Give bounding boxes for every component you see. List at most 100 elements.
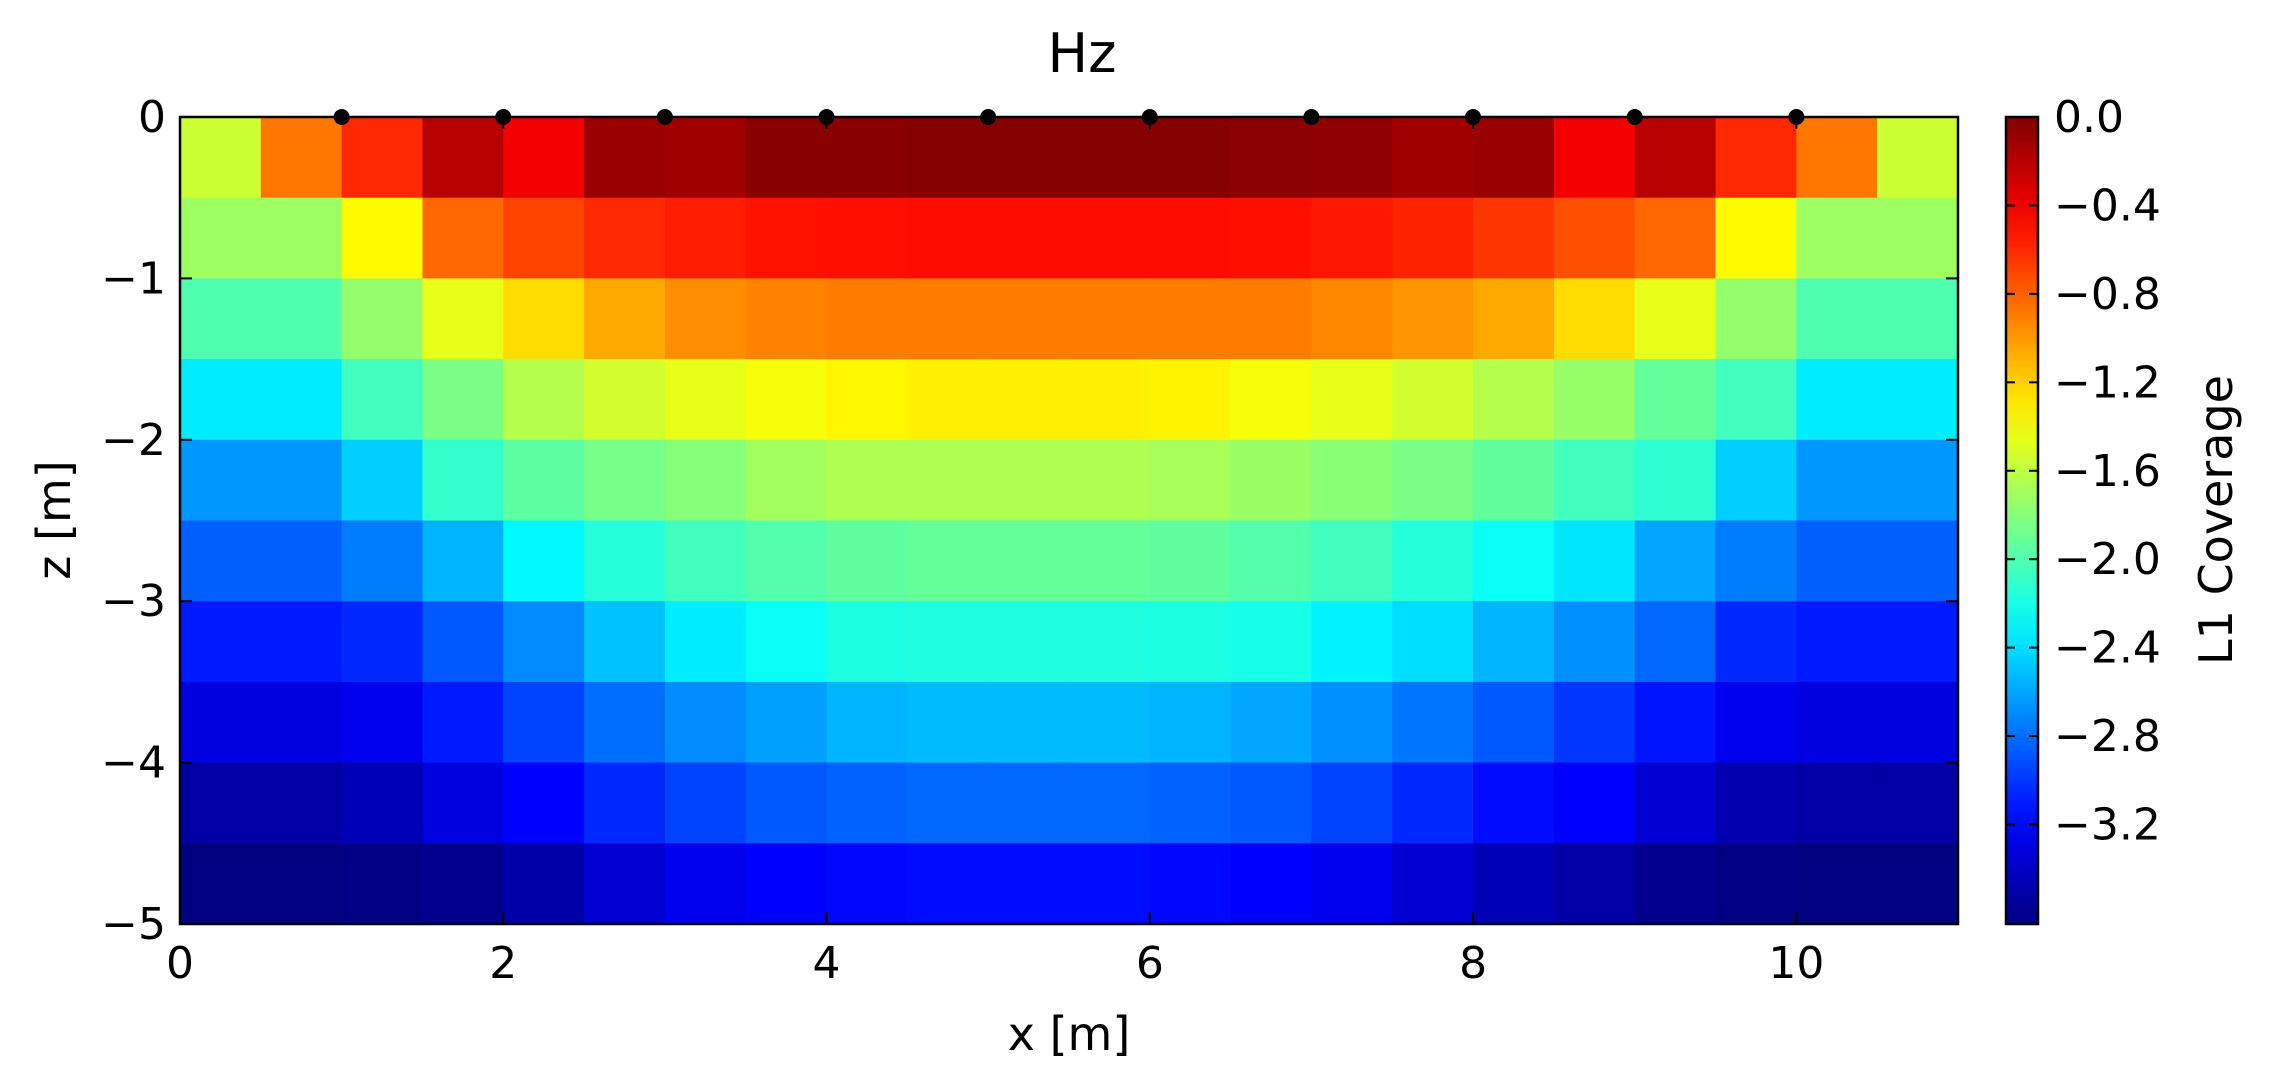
heatmap-cell <box>1392 520 1474 602</box>
heatmap-cell <box>180 278 262 360</box>
heatmap-cell <box>1634 843 1717 925</box>
heatmap-cell <box>745 601 828 683</box>
heatmap-cell <box>1069 439 1151 522</box>
heatmap-cell <box>907 278 989 360</box>
heatmap-cell <box>1392 117 1474 199</box>
x-tick-label: 10 <box>1768 938 1824 989</box>
heatmap-cell <box>1473 439 1555 522</box>
heatmap-cell <box>1392 197 1474 279</box>
heatmap-cell <box>1877 681 1959 764</box>
heatmap-cell <box>1715 359 1797 441</box>
heatmap-cell <box>422 278 504 360</box>
heatmap-cell <box>907 117 989 199</box>
heatmap-cell <box>180 439 262 522</box>
heatmap-cell <box>422 520 504 602</box>
heatmap-cell <box>584 681 666 764</box>
heatmap-cell <box>422 439 504 522</box>
heatmap-cell <box>1715 520 1797 602</box>
heatmap-cell <box>1877 278 1959 360</box>
heatmap-cell <box>988 197 1070 279</box>
heatmap-cell <box>584 278 666 360</box>
heatmap-cell <box>260 520 343 602</box>
heatmap-cell <box>907 843 989 925</box>
heatmap-cell <box>1877 520 1959 602</box>
x-axis-label: x [m] <box>1008 1007 1131 1061</box>
heatmap-cell <box>826 843 908 925</box>
heatmap-cell <box>907 197 989 279</box>
heatmap-cell <box>988 520 1070 602</box>
heatmap-cell <box>1473 278 1555 360</box>
heatmap-cell <box>988 359 1070 441</box>
heatmap-cell <box>1473 359 1555 441</box>
heatmap-cell <box>1553 601 1636 683</box>
x-axis: 0 2 4 6 8 10 <box>166 117 1824 989</box>
heatmap-cell <box>1877 601 1959 683</box>
colorbar-label: L1 Coverage <box>2189 375 2243 665</box>
y-tick-label: −3 <box>101 576 166 627</box>
colorbar-tick-label: −3.2 <box>2054 800 2161 851</box>
heatmap-cell <box>1311 359 1393 441</box>
y-tick-label: −5 <box>101 899 166 950</box>
heatmap-cell <box>745 359 828 441</box>
heatmap-cell <box>1392 439 1474 522</box>
heatmap-cell <box>260 843 343 925</box>
colorbar-frame <box>2004 115 2040 926</box>
heatmap-cell <box>988 117 1070 199</box>
heatmap-cell <box>584 439 666 522</box>
colorbar-tick-label: −1.6 <box>2054 446 2161 497</box>
heatmap-cell <box>826 762 908 844</box>
heatmap-cell <box>1149 762 1232 844</box>
heatmap-cell <box>1715 278 1797 360</box>
heatmap-cell <box>664 762 747 844</box>
y-tick-label: −1 <box>101 253 166 304</box>
heatmap-cell <box>584 843 666 925</box>
heatmap-cell <box>1877 117 1959 199</box>
heatmap-cell <box>1796 278 1878 360</box>
heatmap-cell <box>341 359 424 441</box>
heatmap-cell <box>1634 681 1717 764</box>
heatmap-cell <box>503 117 585 199</box>
heatmap-cell <box>1634 278 1717 360</box>
heatmap-cell <box>1392 681 1474 764</box>
heatmap-cell <box>1149 359 1232 441</box>
heatmap-cell <box>1149 601 1232 683</box>
heatmap-cell <box>907 762 989 844</box>
y-axis: 0 −1 −2 −3 −4 −5 <box>101 92 1958 950</box>
heatmap-cell <box>664 843 747 925</box>
heatmap-cell <box>1392 601 1474 683</box>
y-axis-label: z [m] <box>27 460 81 579</box>
heatmap-cell <box>1069 117 1151 199</box>
heatmap-cell <box>664 601 747 683</box>
heatmap-cell <box>503 843 585 925</box>
heatmap-cell <box>1715 762 1797 844</box>
heatmap-cell <box>260 601 343 683</box>
heatmap-cell <box>826 439 908 522</box>
x-tick-label: 8 <box>1459 938 1487 989</box>
heatmap-cell <box>1149 278 1232 360</box>
plot-frame <box>178 115 1960 926</box>
heatmap-cell <box>1715 197 1797 279</box>
x-tick-label: 6 <box>1136 938 1164 989</box>
heatmap-cell <box>826 359 908 441</box>
heatmap-cell <box>1715 843 1797 925</box>
heatmap-cell <box>1877 359 1959 441</box>
x-tick-label: 2 <box>489 938 517 989</box>
heatmap-cell <box>260 681 343 764</box>
heatmap-cell <box>1553 359 1636 441</box>
heatmap-cell <box>907 520 989 602</box>
heatmap-cell <box>584 762 666 844</box>
heatmap-cell <box>664 520 747 602</box>
heatmap-cell <box>503 520 585 602</box>
heatmap-cell <box>664 359 747 441</box>
heatmap-cell <box>1796 439 1878 522</box>
heatmap-cell <box>1473 601 1555 683</box>
heatmap-cell <box>341 197 424 279</box>
heatmap-cell <box>422 681 504 764</box>
heatmap-cell <box>1069 601 1151 683</box>
heatmap-cell <box>1634 601 1717 683</box>
heatmap-cell <box>1311 197 1393 279</box>
heatmap-cell <box>826 520 908 602</box>
heatmap-cell <box>664 197 747 279</box>
heatmap-cell <box>422 762 504 844</box>
heatmap-cell <box>745 278 828 360</box>
